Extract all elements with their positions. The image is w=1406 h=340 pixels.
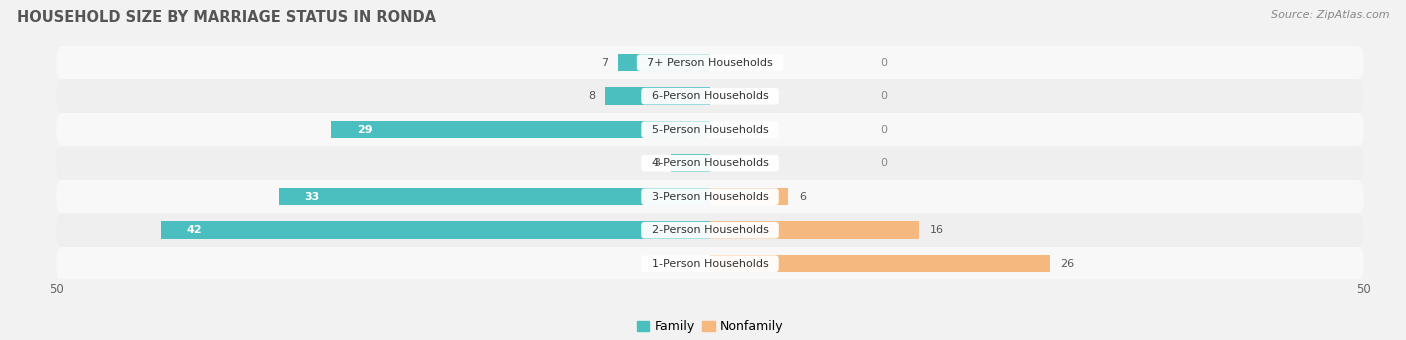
Bar <box>606 87 710 105</box>
Text: 6-Person Households: 6-Person Households <box>645 91 775 101</box>
FancyBboxPatch shape <box>56 79 1364 113</box>
Text: Source: ZipAtlas.com: Source: ZipAtlas.com <box>1271 10 1389 20</box>
Bar <box>160 221 710 239</box>
FancyBboxPatch shape <box>56 180 1364 214</box>
Text: HOUSEHOLD SIZE BY MARRIAGE STATUS IN RONDA: HOUSEHOLD SIZE BY MARRIAGE STATUS IN RON… <box>17 10 436 25</box>
Text: 7+ Person Households: 7+ Person Households <box>640 58 780 68</box>
Text: 42: 42 <box>187 225 202 235</box>
Bar <box>710 188 789 205</box>
Bar <box>330 121 710 138</box>
Text: 0: 0 <box>880 58 887 68</box>
Text: 29: 29 <box>357 125 373 135</box>
Text: 16: 16 <box>929 225 943 235</box>
FancyBboxPatch shape <box>56 214 1364 247</box>
Text: 26: 26 <box>1060 259 1074 269</box>
Text: 0: 0 <box>880 125 887 135</box>
Bar <box>710 221 920 239</box>
Text: 8: 8 <box>588 91 595 101</box>
Text: 4-Person Households: 4-Person Households <box>644 158 776 168</box>
FancyBboxPatch shape <box>56 46 1364 79</box>
Text: 2-Person Households: 2-Person Households <box>644 225 776 235</box>
Text: 5-Person Households: 5-Person Households <box>645 125 775 135</box>
FancyBboxPatch shape <box>56 247 1364 280</box>
Text: 0: 0 <box>880 158 887 168</box>
Bar <box>671 154 710 172</box>
Text: 0: 0 <box>880 91 887 101</box>
Bar <box>278 188 710 205</box>
Text: 7: 7 <box>600 58 607 68</box>
Bar <box>619 54 710 71</box>
FancyBboxPatch shape <box>56 113 1364 147</box>
Text: 3-Person Households: 3-Person Households <box>645 192 775 202</box>
FancyBboxPatch shape <box>56 147 1364 180</box>
Legend: Family, Nonfamily: Family, Nonfamily <box>631 315 789 338</box>
Text: 6: 6 <box>799 192 806 202</box>
Text: 1-Person Households: 1-Person Households <box>645 259 775 269</box>
Text: 3: 3 <box>654 158 661 168</box>
Text: 33: 33 <box>305 192 321 202</box>
Bar <box>710 255 1050 272</box>
